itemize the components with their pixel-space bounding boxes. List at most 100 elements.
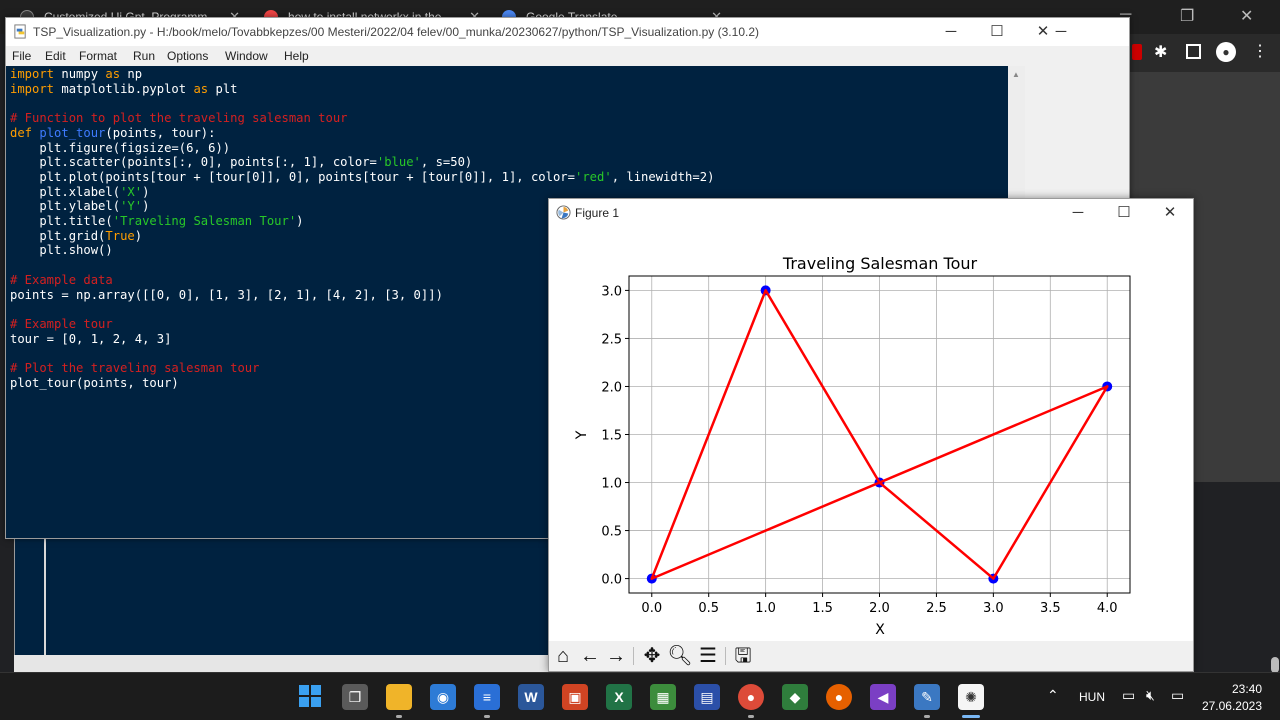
menu-format[interactable]: Format [79, 49, 118, 63]
pan-icon[interactable]: ✥ [643, 645, 661, 667]
close-icon[interactable] [1057, 18, 1103, 46]
idle-menubar: File Edit Format Run Options Window Help [6, 46, 1129, 66]
save-icon[interactable]: 🖫︎ [734, 645, 752, 667]
word-icon[interactable]: W [518, 684, 544, 710]
chart-canvas[interactable]: Traveling Salesman Tour 0.0 0.5 1.0 1.5 2.0 2… [549, 227, 1193, 641]
zoom-icon[interactable]: 🔍︎ [667, 645, 693, 667]
code-line: plt.xlabel('X') [10, 185, 149, 200]
code-line: # Example tour [10, 317, 113, 332]
menu-help[interactable]: Help [284, 49, 309, 63]
close-icon[interactable]: ✕ [1036, 23, 1050, 40]
chevron-up-icon[interactable]: ⌃ [1047, 687, 1059, 703]
app-icon[interactable]: ◆ [782, 684, 808, 710]
code-line: # Example data [10, 273, 113, 288]
figure-titlebar[interactable]: Figure 1 ─ ☐ ✕ [549, 199, 1193, 227]
battery-icon[interactable]: ▭ [1171, 687, 1185, 703]
clock-date[interactable]: 27.06.2023 [1201, 699, 1262, 713]
network-icon[interactable]: ▭ [1122, 687, 1136, 703]
firefox-icon[interactable]: ● [826, 684, 852, 710]
code-line: def plot_tour(points, tour): [10, 126, 215, 141]
y-tick-label: 1.0 [601, 477, 622, 492]
idle-titlebar[interactable]: TSP_Visualization.py - H:/book/melo/Tova… [6, 18, 1129, 46]
maximize-icon[interactable]: ❐ [1180, 8, 1195, 25]
extension-badge-icon[interactable] [1132, 44, 1142, 60]
menu-file[interactable]: File [12, 49, 32, 63]
code-token: plt.title( [10, 214, 113, 228]
x-tick-label: 0.0 [641, 601, 662, 616]
close-tab-icon[interactable]: ✕ [229, 9, 240, 25]
excel-icon[interactable]: X [606, 684, 632, 710]
menu-window[interactable]: Window [225, 49, 268, 63]
running-indicator [924, 715, 930, 718]
maximize-icon[interactable]: ☐ [990, 23, 1004, 40]
file-explorer-icon[interactable] [386, 684, 412, 710]
x-tick-label: 3.5 [1040, 601, 1061, 616]
close-icon[interactable]: ✕ [1240, 8, 1254, 25]
active-indicator [962, 715, 980, 718]
code-line: import matplotlib.pyplot as plt [10, 82, 238, 97]
code-token: points = np.array([[0, 0], [1, 3], [2, 1… [10, 287, 443, 302]
volume-muted-icon[interactable]: 🔇︎ [1146, 687, 1155, 703]
browser-window-controls: ─ ❐ ✕ [1100, 0, 1280, 34]
code-token: 'Y' [120, 199, 143, 214]
menu-options[interactable]: Options [167, 49, 209, 63]
x-tick-label: 1.5 [812, 601, 833, 616]
code-line: # Plot the traveling salesman tour [10, 361, 259, 376]
chrome-icon[interactable]: ● [738, 684, 764, 710]
back-icon[interactable]: ← [580, 645, 600, 667]
extensions-icon[interactable]: ✱ [1154, 44, 1168, 61]
code-line: plt.figure(figsize=(6, 6)) [10, 141, 230, 156]
code-token: plt.xlabel( [10, 184, 121, 199]
profile-icon[interactable]: ● [1216, 42, 1236, 62]
shell-scrollbar[interactable] [14, 655, 549, 672]
matplotlib-icon [556, 205, 571, 220]
notepad-icon[interactable]: ≡ [474, 684, 500, 710]
x-tick-label: 3.0 [983, 601, 1004, 616]
forward-icon[interactable]: → [606, 645, 626, 667]
code-token: plot_tour(points, tour) [10, 375, 179, 390]
code-token: as [193, 81, 209, 96]
code-token: ) [142, 184, 150, 199]
python-shell-window [14, 539, 549, 672]
scrollbar-thumb[interactable] [1271, 657, 1279, 673]
x-tick-label: 2.5 [926, 601, 947, 616]
matplotlib-taskbar-icon[interactable]: ✺ [958, 684, 984, 710]
menu-edit[interactable]: Edit [45, 49, 66, 63]
x-axis-label: X [875, 622, 885, 638]
save-app-icon[interactable]: ▤ [694, 684, 720, 710]
language-indicator[interactable]: HUN [1079, 690, 1105, 704]
code-line: tour = [0, 1, 2, 4, 3] [10, 332, 171, 347]
scroll-up-icon[interactable]: ▲ [1012, 70, 1020, 79]
photos-icon[interactable]: ◉ [430, 684, 456, 710]
code-token: plt.ylabel( [10, 199, 121, 214]
minimize-icon[interactable]: ─ [1055, 23, 1067, 40]
menu-run[interactable]: Run [133, 49, 156, 63]
menu-icon[interactable]: ⋮ [1252, 43, 1268, 60]
clock-time[interactable]: 23:40 [1231, 682, 1262, 696]
code-token: 'red' [575, 169, 612, 184]
configure-icon[interactable]: ☰ [699, 645, 717, 667]
task-view-icon[interactable]: ❐ [342, 684, 368, 710]
home-icon[interactable]: ⌂ [556, 645, 570, 667]
running-indicator [396, 715, 402, 718]
visual-studio-icon[interactable]: ◀ [870, 684, 896, 710]
presentation-app-icon[interactable]: ▣ [562, 684, 588, 710]
close-tab-icon[interactable]: ✕ [711, 9, 722, 25]
maximize-icon[interactable]: ☐ [1117, 204, 1131, 221]
minimize-icon[interactable]: ─ [945, 23, 957, 40]
code-token: plt.show() [10, 243, 113, 258]
sidebar-icon[interactable] [1186, 44, 1201, 59]
code-token: 'blue' [376, 155, 421, 170]
close-tab-icon[interactable]: ✕ [469, 9, 480, 25]
shell-divider [44, 539, 46, 655]
close-icon[interactable]: ✕ [1163, 204, 1177, 221]
start-icon[interactable] [297, 684, 323, 710]
tour-segment [650, 289, 767, 580]
minimize-icon[interactable]: ─ [1072, 204, 1084, 221]
python-idle-icon[interactable]: ✎ [914, 684, 940, 710]
code-line: plot_tour(points, tour) [10, 376, 179, 391]
image-editor-icon[interactable]: ▦ [650, 684, 676, 710]
minimize-icon[interactable]: ─ [1120, 6, 1132, 23]
code-token: plt.scatter(points[:, 0], points[:, 1], … [10, 155, 377, 170]
code-token: plt [208, 81, 238, 96]
